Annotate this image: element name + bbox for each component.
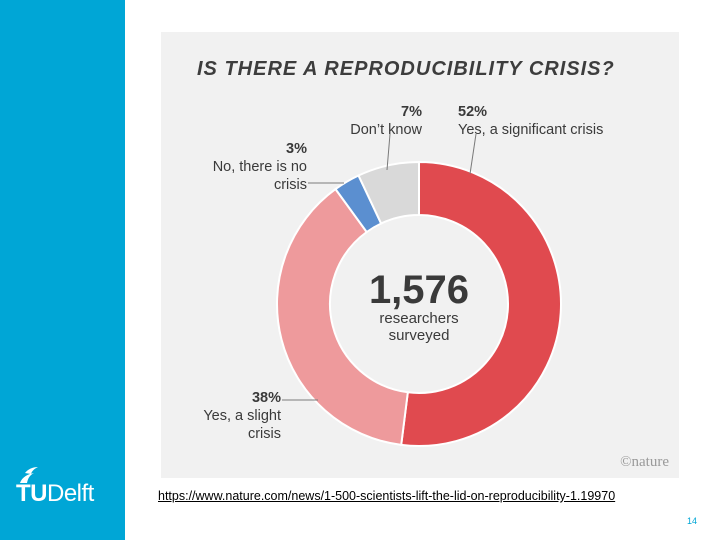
slice-label-no-crisis-line2: crisis xyxy=(274,177,307,193)
logo-text: TUDelft xyxy=(16,480,94,508)
slice-label-dont-know: Don’t know xyxy=(350,122,422,138)
slice-pct-dont-know: 7% xyxy=(401,104,422,120)
page-number: 14 xyxy=(687,516,698,526)
center-label-line1: researchers xyxy=(379,310,458,327)
chart-figure: IS THERE A REPRODUCIBILITY CRISIS? 1,576… xyxy=(161,32,679,478)
leader-line-dont-know xyxy=(386,133,391,171)
slice-pct-slight: 38% xyxy=(252,390,281,406)
slice-label-significant: Yes, a significant crisis xyxy=(458,122,603,138)
center-value: 1,576 xyxy=(369,268,469,312)
sidebar xyxy=(0,0,125,540)
callout-slight: 38% Yes, a slight crisis xyxy=(203,390,318,442)
leader-line-significant xyxy=(469,133,477,175)
flame-icon xyxy=(20,467,38,483)
callout-significant: 52% Yes, a significant crisis xyxy=(458,104,603,175)
donut-chart: IS THERE A REPRODUCIBILITY CRISIS? 1,576… xyxy=(197,58,669,470)
chart-title: IS THERE A REPRODUCIBILITY CRISIS? xyxy=(197,58,615,80)
slice-pct-no-crisis: 3% xyxy=(286,141,307,157)
slice-pct-significant: 52% xyxy=(458,104,487,120)
donut-slice-dont-know xyxy=(357,160,420,225)
callout-no-crisis: 3% No, there is no crisis xyxy=(213,141,344,193)
callout-dont-know: 7% Don’t know xyxy=(350,104,423,171)
donut-slice-slight xyxy=(276,187,409,446)
nature-credit: ©nature xyxy=(620,454,669,470)
center-label-line2: surveyed xyxy=(389,327,450,344)
slice-label-no-crisis-line1: No, there is no xyxy=(213,159,307,175)
logo-tu: TU xyxy=(16,480,48,507)
donut-slice-significant xyxy=(400,160,562,447)
donut-slices xyxy=(276,160,562,447)
slice-label-slight-line2: crisis xyxy=(248,426,281,442)
logo-delft: Delft xyxy=(47,480,94,507)
source-link[interactable]: https://www.nature.com/news/1-500-scient… xyxy=(158,489,616,503)
slice-label-slight-line1: Yes, a slight xyxy=(203,408,281,424)
